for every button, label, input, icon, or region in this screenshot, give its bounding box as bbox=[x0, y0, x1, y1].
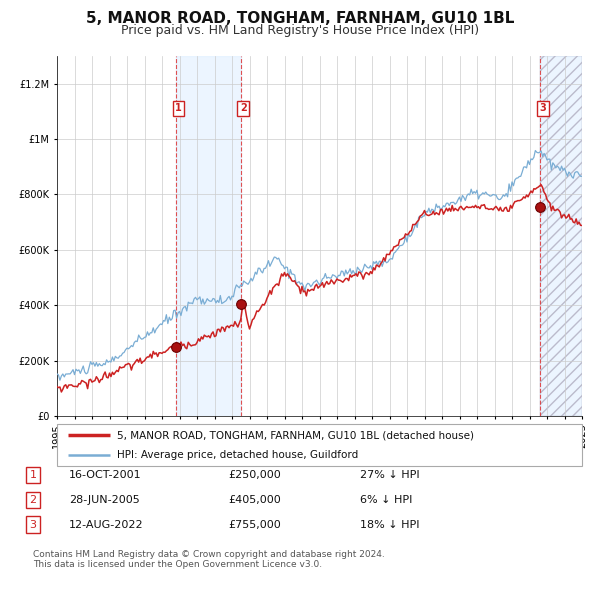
Text: Price paid vs. HM Land Registry's House Price Index (HPI): Price paid vs. HM Land Registry's House … bbox=[121, 24, 479, 37]
Text: £405,000: £405,000 bbox=[228, 495, 281, 504]
Text: £250,000: £250,000 bbox=[228, 470, 281, 480]
Text: 5, MANOR ROAD, TONGHAM, FARNHAM, GU10 1BL (detached house): 5, MANOR ROAD, TONGHAM, FARNHAM, GU10 1B… bbox=[118, 430, 475, 440]
Text: 28-JUN-2005: 28-JUN-2005 bbox=[69, 495, 140, 504]
Text: HPI: Average price, detached house, Guildford: HPI: Average price, detached house, Guil… bbox=[118, 450, 359, 460]
Text: 27% ↓ HPI: 27% ↓ HPI bbox=[360, 470, 419, 480]
Text: 1: 1 bbox=[175, 103, 182, 113]
Bar bbox=[541, 56, 582, 416]
Bar bbox=[541, 56, 582, 416]
Text: 1: 1 bbox=[29, 470, 37, 480]
Text: 2: 2 bbox=[240, 103, 247, 113]
Text: 3: 3 bbox=[29, 520, 37, 529]
Text: £755,000: £755,000 bbox=[228, 520, 281, 529]
Text: 12-AUG-2022: 12-AUG-2022 bbox=[69, 520, 143, 529]
Text: 16-OCT-2001: 16-OCT-2001 bbox=[69, 470, 142, 480]
Text: 2: 2 bbox=[29, 495, 37, 504]
Bar bbox=[176, 56, 241, 416]
Text: 6% ↓ HPI: 6% ↓ HPI bbox=[360, 495, 412, 504]
Text: 3: 3 bbox=[539, 103, 547, 113]
FancyBboxPatch shape bbox=[57, 424, 582, 466]
Text: 18% ↓ HPI: 18% ↓ HPI bbox=[360, 520, 419, 529]
Text: Contains HM Land Registry data © Crown copyright and database right 2024.
This d: Contains HM Land Registry data © Crown c… bbox=[33, 550, 385, 569]
Text: 5, MANOR ROAD, TONGHAM, FARNHAM, GU10 1BL: 5, MANOR ROAD, TONGHAM, FARNHAM, GU10 1B… bbox=[86, 11, 514, 25]
